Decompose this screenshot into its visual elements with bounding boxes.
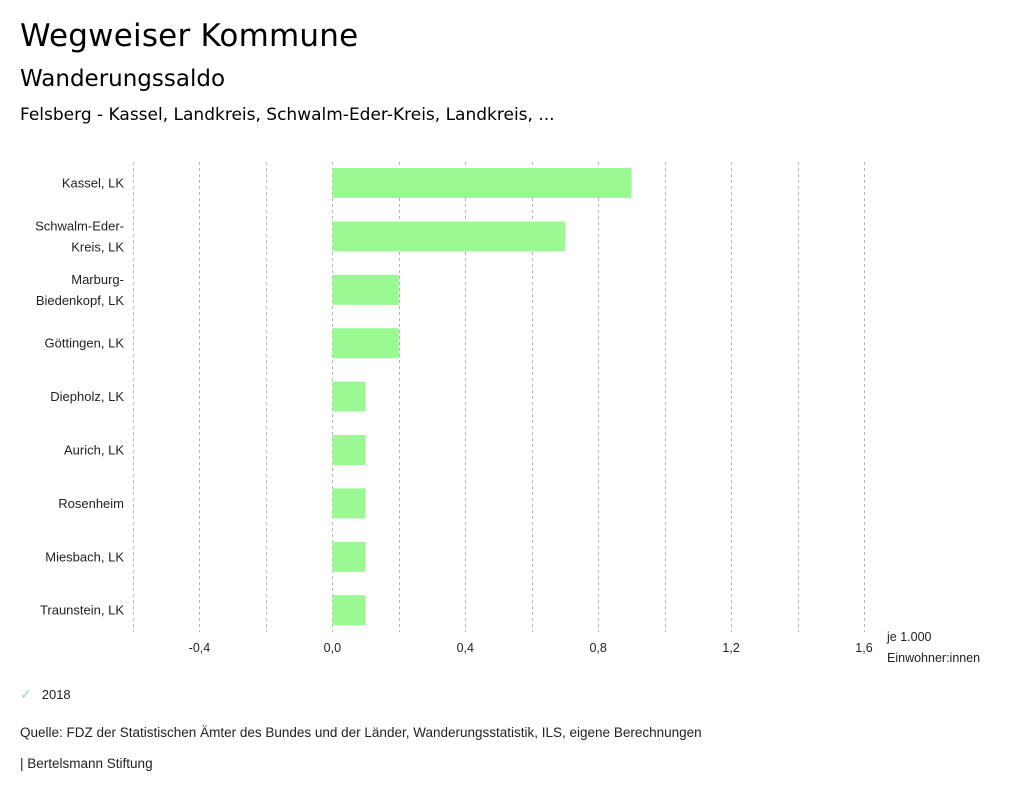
category-label: Aurich, LK	[64, 443, 124, 458]
category-label: Miesbach, LK	[45, 549, 124, 564]
bar[interactable]	[332, 541, 366, 572]
bar[interactable]	[332, 488, 366, 519]
bar-chart: Kassel, LK Schwalm-Eder-Kreis, LK Marburg-…	[35, 162, 980, 665]
category-labels: Kassel, LK Schwalm-Eder-Kreis, LK Marburg-…	[35, 176, 124, 618]
region-selection: Felsberg - Kassel, Landkreis, Schwalm-Ed…	[20, 105, 555, 125]
legend-item-2018[interactable]: ✓ 2018	[20, 686, 71, 703]
x-axis-unit-label: je 1.000 Einwohner:innen	[886, 630, 980, 665]
category-label: Göttingen, LK	[45, 336, 125, 351]
bar[interactable]	[332, 595, 366, 626]
bar[interactable]	[332, 168, 632, 198]
chart-subtitle: Wanderungssaldo	[20, 66, 226, 92]
unit-label-line: je 1.000	[886, 630, 932, 644]
page-title: Wegweiser Kommune	[20, 18, 359, 54]
bars	[332, 168, 632, 626]
x-tick-label: 1,6	[855, 641, 872, 655]
x-tick-label: 0,8	[589, 641, 606, 655]
legend-label: 2018	[41, 687, 71, 702]
x-tick-label: 0,4	[457, 641, 474, 655]
check-icon: ✓	[20, 686, 32, 702]
x-tick-label: 0,0	[324, 641, 341, 655]
bar[interactable]	[332, 435, 366, 465]
source-note: Quelle: FDZ der Statistischen Ämter des …	[20, 725, 702, 740]
credit-note: | Bertelsmann Stiftung	[20, 756, 153, 771]
bar[interactable]	[332, 328, 399, 359]
x-tick-label: 1,2	[722, 641, 739, 655]
category-label: Marburg-Biedenkopf, LK	[36, 272, 125, 308]
category-label: Traunstein, LK	[40, 603, 124, 618]
category-label: Diepholz, LK	[50, 389, 124, 404]
category-label: Schwalm-Eder-Kreis, LK	[35, 218, 124, 254]
bar[interactable]	[332, 221, 565, 252]
bar[interactable]	[332, 274, 399, 305]
x-tick-label: -0,4	[189, 641, 211, 655]
category-label: Rosenheim	[58, 496, 124, 511]
bar[interactable]	[332, 381, 366, 412]
unit-label-line: Einwohner:innen	[887, 651, 980, 665]
category-label: Kassel, LK	[62, 176, 124, 191]
x-tick-labels: -0,4 0,0 0,4 0,8 1,2 1,6	[189, 641, 873, 655]
